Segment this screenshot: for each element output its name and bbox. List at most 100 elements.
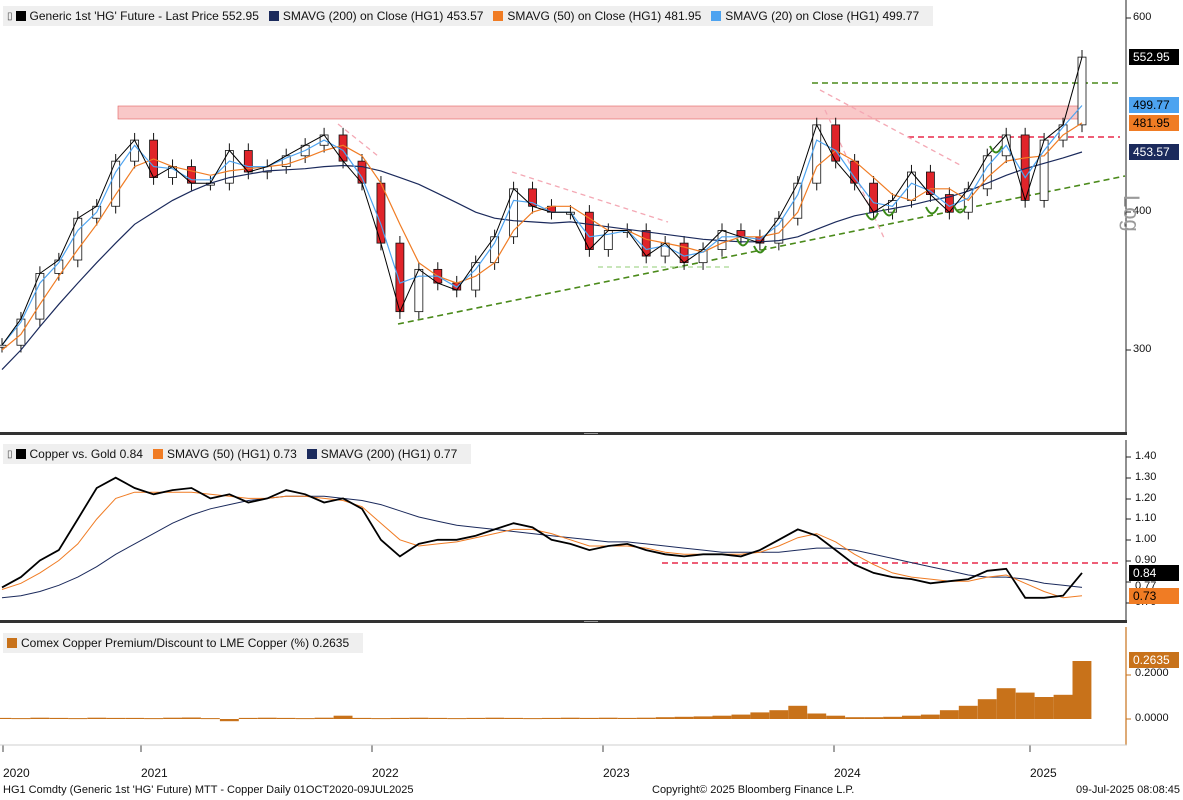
premium-bar [352, 717, 372, 719]
log-scale-label[interactable]: Log [1119, 195, 1144, 232]
premium-bar [902, 715, 921, 719]
premium-bar [864, 717, 883, 719]
sma50-line [1, 122, 1083, 351]
price-panel [0, 0, 1127, 432]
downtrend-line-2 [511, 171, 669, 223]
bar-chart-icon: ▯ [7, 448, 13, 460]
premium-bar [731, 714, 751, 719]
legend-swatch-ratio-sma50 [152, 449, 163, 459]
legend-item-sma20[interactable]: SMAVG (20) on Close (HG1) 499.77 [711, 9, 919, 23]
legend-label-premium: Comex Copper Premium/Discount to LME Cop… [21, 636, 310, 650]
premium-bar [428, 717, 448, 719]
legend-value-sma20: 499.77 [882, 9, 920, 23]
price-tick-label: 600 [1133, 11, 1152, 23]
premium-bar [466, 717, 486, 719]
legend-value-premium: 0.2635 [312, 636, 350, 650]
separator-grip-2[interactable] [584, 621, 598, 622]
ratio-sma50-tag: 0.73 [1129, 588, 1179, 604]
sma20-tag: 499.77 [1129, 97, 1179, 113]
premium-last-tag: 0.2635 [1129, 652, 1179, 668]
premium-bar [163, 717, 182, 719]
premium-bar [371, 718, 391, 720]
premium-legend: Comex Copper Premium/Discount to LME Cop… [3, 633, 364, 653]
ratio-sma200-line [1, 495, 1083, 599]
premium-bar [276, 717, 296, 719]
premium-bar [295, 718, 315, 720]
premium-bar [920, 714, 940, 719]
legend-item-premium[interactable]: Comex Copper Premium/Discount to LME Cop… [7, 636, 349, 650]
legend-swatch-price [15, 11, 26, 21]
sma200-tag: 453.57 [1129, 144, 1179, 160]
support-touch-arc [736, 238, 750, 247]
footer-copyright: Copyright© 2025 Bloomberg Finance L.P. [652, 784, 855, 796]
price-close-line [1, 56, 1083, 346]
premium-bar [958, 705, 978, 719]
x-year-label: 2021 [141, 766, 168, 780]
legend-label-sma20: SMAVG (20) on Close (HG1) [725, 9, 880, 23]
premium-bar [11, 718, 31, 720]
legend-label-ratio: Copper vs. Gold [29, 447, 117, 461]
sma200-line [1, 151, 1083, 371]
last-price-tag: 552.95 [1129, 49, 1179, 65]
premium-bar [693, 716, 713, 719]
legend-label-price: Generic 1st 'HG' Future - Last Price [29, 9, 219, 23]
premium-bar [409, 717, 429, 719]
footer-timestamp: 09-Jul-2025 08:08:45 [1076, 784, 1180, 796]
premium-bar [314, 717, 334, 719]
legend-item-ratio[interactable]: Copper vs. Gold 0.84 [15, 447, 143, 461]
price-series-group [0, 49, 1087, 371]
legend-item-ratio-sma50[interactable]: SMAVG (50) (HG1) 0.73 [152, 447, 297, 461]
panel-separator-1[interactable] [0, 432, 1127, 435]
price-tick-label: 300 [1133, 343, 1152, 355]
premium-bar [1034, 697, 1054, 719]
premium-bar [1015, 692, 1035, 719]
legend-label-sma50: SMAVG (50) on Close (HG1) [507, 9, 662, 23]
legend-item-price[interactable]: Generic 1st 'HG' Future - Last Price 552… [15, 9, 259, 23]
support-touch-arc [882, 208, 896, 217]
premium-bar [49, 717, 69, 719]
legend-item-sma200[interactable]: SMAVG (200) on Close (HG1) 453.57 [268, 9, 484, 23]
ratio-tick-label: 1.00 [1135, 533, 1157, 545]
price-legend: ▯ Generic 1st 'HG' Future - Last Price 5… [3, 6, 934, 26]
legend-value-price: 552.95 [222, 9, 259, 23]
ratio-tick-label: 1.20 [1135, 492, 1157, 504]
support-touch-marks [736, 145, 1003, 254]
premium-bar [674, 716, 694, 719]
premium-bar [617, 717, 637, 719]
sma50-tag: 481.95 [1129, 115, 1179, 131]
legend-value-sma200: 453.57 [446, 9, 484, 23]
premium-bars-group [0, 661, 1092, 722]
premium-tick-label: 0.0000 [1135, 712, 1169, 724]
separator-grip-1[interactable] [584, 433, 598, 434]
legend-swatch-sma20 [711, 11, 722, 21]
premium-bar [845, 717, 865, 719]
premium-bar [560, 717, 580, 719]
premium-bar [1053, 694, 1073, 719]
premium-bar [996, 688, 1016, 719]
legend-swatch-sma200 [268, 11, 279, 21]
legend-value-sma50: 481.95 [664, 9, 702, 23]
legend-label-sma200: SMAVG (200) on Close (HG1) [282, 9, 444, 23]
ratio-sma50-line [1, 491, 1083, 599]
panel-separator-2[interactable] [0, 620, 1127, 623]
ratio-tick-label: 1.40 [1135, 450, 1157, 462]
premium-bar [977, 699, 997, 719]
sma20-line [1, 105, 1083, 346]
premium-bar [238, 717, 258, 719]
support-touch-arc [865, 212, 879, 221]
premium-bar [87, 717, 107, 719]
premium-bar [447, 718, 467, 720]
legend-value-ratio-sma200: 0.77 [433, 447, 458, 461]
premium-bar [0, 717, 12, 719]
premium-bar [655, 717, 675, 719]
x-year-label: 2020 [3, 766, 30, 780]
premium-bar [788, 705, 808, 719]
premium-bar [542, 717, 561, 719]
bar-chart-icon: ▯ [7, 10, 13, 22]
premium-bar [1072, 661, 1092, 719]
legend-item-sma50[interactable]: SMAVG (50) on Close (HG1) 481.95 [493, 9, 701, 23]
legend-swatch-ratio [15, 449, 26, 459]
premium-bar [219, 719, 239, 722]
legend-item-ratio-sma200[interactable]: SMAVG (200) (HG1) 0.77 [306, 447, 458, 461]
